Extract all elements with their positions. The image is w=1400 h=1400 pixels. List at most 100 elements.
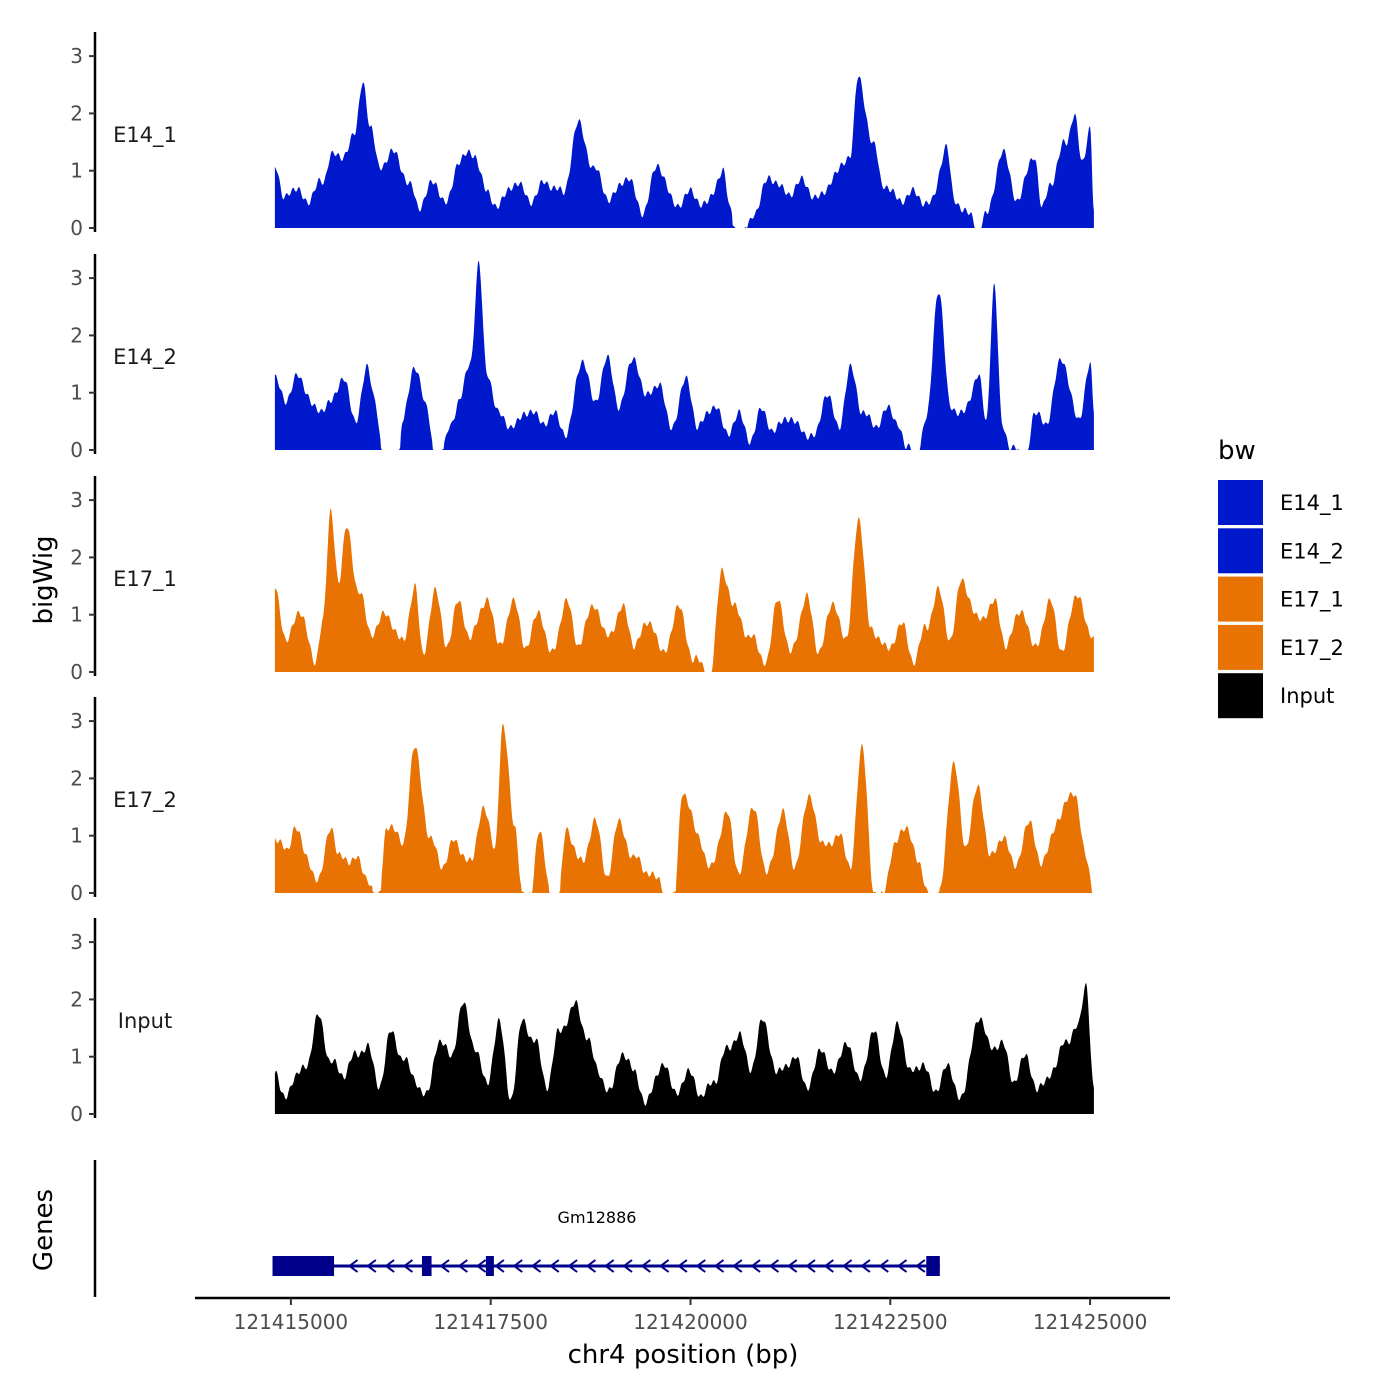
y-tick-label: 0 xyxy=(70,881,83,905)
legend-label: Input xyxy=(1280,684,1334,708)
strand-arrow xyxy=(823,1259,834,1273)
legend-swatch xyxy=(1218,480,1263,525)
track-e17-1: 0 1 2 3 E17_1 xyxy=(70,476,1094,684)
legend-label: E14_2 xyxy=(1280,539,1344,564)
coverage-area xyxy=(274,826,376,893)
genes-axis-title: Genes xyxy=(29,1189,59,1271)
strand-arrow xyxy=(530,1259,542,1273)
y-tick-label: 2 xyxy=(70,766,83,790)
strand-arrow xyxy=(549,1259,560,1273)
strand-arrow xyxy=(512,1259,523,1273)
strand-arrow xyxy=(475,1259,487,1273)
y-tick-label: 1 xyxy=(70,1045,83,1069)
strand-arrow xyxy=(494,1259,505,1273)
strand-arrow xyxy=(366,1259,377,1273)
y-axis-title: bigWig xyxy=(29,535,59,624)
legend-title: bw xyxy=(1218,436,1256,466)
y-tick-label: 3 xyxy=(70,488,83,512)
track-label: E14_2 xyxy=(113,345,177,370)
y-tick-label: 1 xyxy=(70,824,83,848)
y-tick-label: 2 xyxy=(70,545,83,569)
strand-arrow xyxy=(640,1259,651,1273)
strand-arrow xyxy=(713,1259,725,1273)
legend-swatch xyxy=(1218,624,1263,670)
y-tick-label: 1 xyxy=(70,603,83,627)
y-tick-label: 2 xyxy=(70,323,83,347)
track-e17-2: 0 1 2 3 E17_2 xyxy=(70,697,1094,905)
track-e14-2: 0 1 2 3 E14_2 xyxy=(70,254,1094,462)
coverage-area xyxy=(274,508,1094,672)
coverage-area xyxy=(673,744,876,893)
x-tick-label: 121422500 xyxy=(833,1310,948,1334)
y-tick-label: 1 xyxy=(70,381,83,405)
x-axis-title: chr4 position (bp) xyxy=(568,1340,799,1370)
track-label: E14_1 xyxy=(113,123,177,148)
y-tick-label: 0 xyxy=(70,216,83,240)
legend-swatch xyxy=(1218,673,1263,719)
strand-arrow xyxy=(732,1259,743,1273)
strand-arrow xyxy=(457,1259,468,1273)
y-tick-label: 3 xyxy=(70,266,83,290)
strand-arrow xyxy=(915,1259,926,1273)
track-input: 0 1 2 3 Input xyxy=(70,918,1094,1126)
strand-arrow xyxy=(658,1259,670,1273)
y-tick-label: 3 xyxy=(70,44,83,68)
coverage-area xyxy=(936,761,1094,893)
x-tick-label: 121417500 xyxy=(433,1310,548,1334)
strand-arrow xyxy=(860,1259,871,1273)
coverage-area xyxy=(378,724,525,893)
x-tick-label: 121420000 xyxy=(633,1310,748,1334)
x-tick-label: 121425000 xyxy=(1033,1310,1148,1334)
strand-arrow xyxy=(896,1259,908,1273)
gene-exon xyxy=(272,1256,335,1276)
coverage-area xyxy=(557,817,669,893)
y-tick-label: 2 xyxy=(70,101,83,125)
coverage-area xyxy=(529,831,552,893)
coverage-area xyxy=(744,76,1094,228)
strand-arrow xyxy=(402,1259,414,1273)
legend-label: E14_1 xyxy=(1280,491,1344,516)
strand-arrow xyxy=(768,1259,780,1273)
coverage-tracks: 0 1 2 3 E14_1 0 1 2 3 E14_2 0 1 2 3 E17_1 0 1 2 3 E17_2 0 1 2 3… xyxy=(70,32,1094,1126)
y-tick-label: 0 xyxy=(70,438,83,462)
track-label: E17_1 xyxy=(113,567,177,592)
strand-arrow xyxy=(567,1259,578,1273)
coverage-area xyxy=(274,363,384,450)
y-tick-label: 3 xyxy=(70,709,83,733)
y-tick-label: 3 xyxy=(70,930,83,954)
legend-label: E17_2 xyxy=(1280,636,1344,661)
track-label: Input xyxy=(118,1009,172,1033)
strand-arrow xyxy=(384,1259,395,1273)
strand-arrow xyxy=(695,1259,706,1273)
strand-arrow xyxy=(787,1259,798,1273)
gene-exon xyxy=(485,1256,494,1276)
coverage-area xyxy=(1025,358,1094,450)
strand-arrow xyxy=(604,1259,615,1273)
y-tick-label: 1 xyxy=(70,159,83,183)
legend: bw E14_1 E14_2 E17_1 E17_2 Input xyxy=(1218,436,1344,719)
strand-arrow xyxy=(841,1259,853,1273)
coverage-area xyxy=(881,826,932,893)
track-label: E17_2 xyxy=(113,788,177,813)
gene-exon xyxy=(926,1256,940,1276)
strand-arrow xyxy=(622,1259,633,1273)
strand-arrow xyxy=(677,1259,688,1273)
strand-arrow xyxy=(750,1259,761,1273)
track-e14-1: 0 1 2 3 E14_1 xyxy=(70,32,1094,240)
y-tick-label: 0 xyxy=(70,660,83,684)
strand-arrow xyxy=(585,1259,597,1273)
x-tick-label: 121415000 xyxy=(234,1310,349,1334)
coverage-area xyxy=(274,983,1094,1114)
coverage-area xyxy=(441,261,1019,450)
gene-name-label: Gm12886 xyxy=(558,1208,637,1227)
strand-arrow xyxy=(347,1259,359,1273)
x-axis: 121415000 121417500 121420000 121422500 1214… xyxy=(195,1296,1170,1334)
coverage-area xyxy=(274,82,736,228)
y-tick-label: 0 xyxy=(70,1102,83,1126)
legend-label: E17_1 xyxy=(1280,588,1344,613)
legend-swatch xyxy=(1218,576,1263,622)
genes-panel: Gm12886 xyxy=(93,1160,940,1297)
coverage-area xyxy=(397,366,436,450)
y-tick-label: 2 xyxy=(70,987,83,1011)
